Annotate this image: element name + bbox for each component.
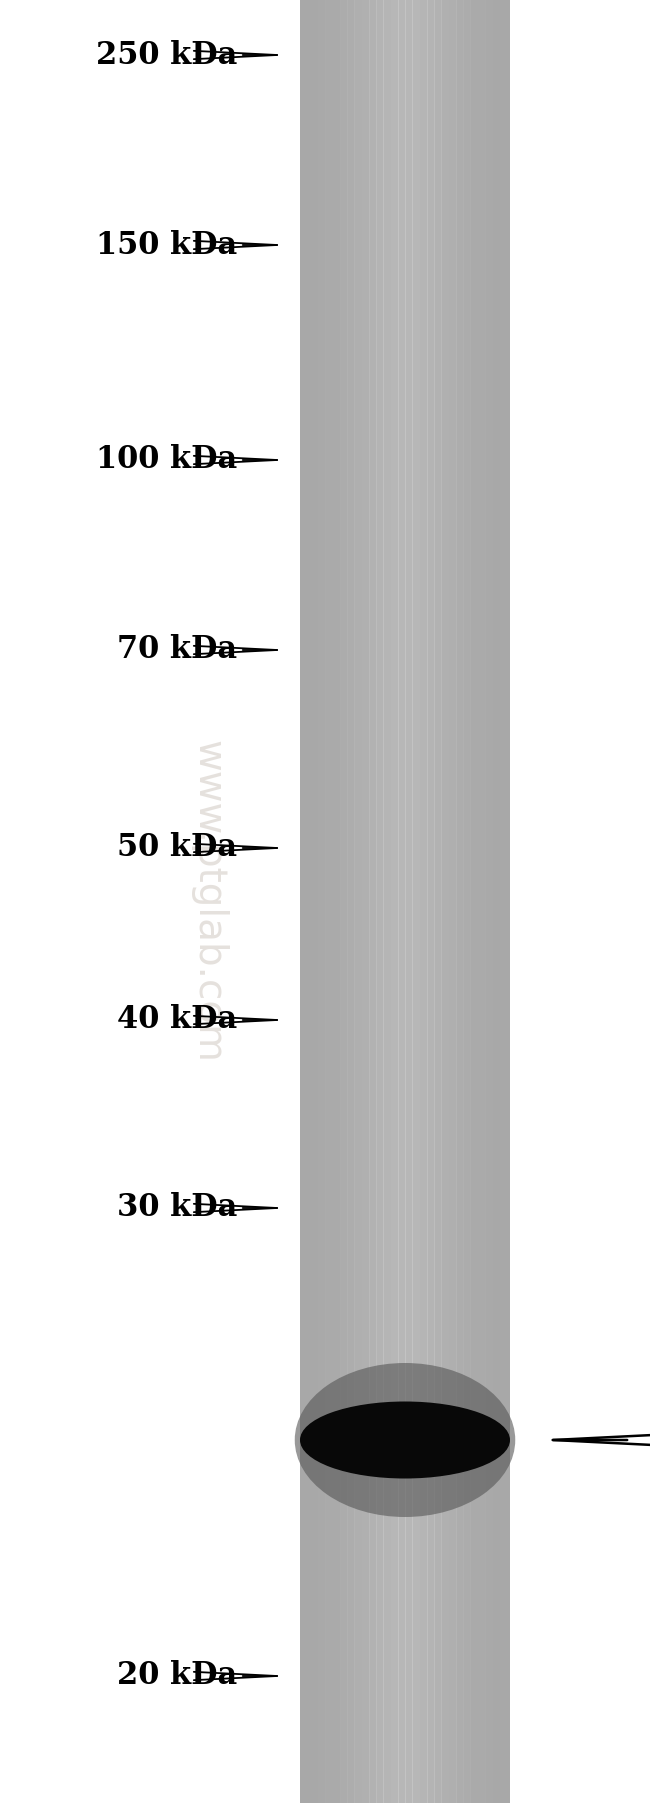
Ellipse shape (294, 1363, 515, 1516)
Bar (485, 0, 493, 1803)
Text: 150 kDa: 150 kDa (96, 229, 237, 260)
Bar (369, 0, 377, 1803)
Bar (311, 0, 319, 1803)
Text: 50 kDa: 50 kDa (117, 833, 237, 864)
Bar (506, 0, 515, 1803)
Bar (304, 0, 312, 1803)
Ellipse shape (300, 1401, 510, 1478)
Bar (347, 0, 355, 1803)
Bar (300, 0, 510, 1803)
Bar (340, 0, 348, 1803)
Bar (463, 0, 471, 1803)
Text: 40 kDa: 40 kDa (117, 1004, 237, 1035)
Bar (448, 0, 456, 1803)
Bar (456, 0, 464, 1803)
Bar (499, 0, 507, 1803)
Bar (398, 0, 406, 1803)
Text: 70 kDa: 70 kDa (117, 635, 237, 665)
Bar (412, 0, 421, 1803)
Bar (478, 0, 486, 1803)
Text: 20 kDa: 20 kDa (117, 1661, 237, 1691)
Bar (296, 0, 304, 1803)
Text: 250 kDa: 250 kDa (96, 40, 237, 70)
Bar (434, 0, 442, 1803)
Bar (471, 0, 478, 1803)
Bar (376, 0, 384, 1803)
Bar (333, 0, 341, 1803)
Bar (361, 0, 370, 1803)
Bar (354, 0, 363, 1803)
Text: 100 kDa: 100 kDa (96, 445, 237, 476)
Bar (420, 0, 428, 1803)
Bar (405, 0, 413, 1803)
Bar (391, 0, 398, 1803)
Bar (441, 0, 449, 1803)
Bar (384, 0, 391, 1803)
Bar (492, 0, 500, 1803)
Bar (318, 0, 326, 1803)
Text: www.ptglab.com: www.ptglab.com (189, 739, 227, 1064)
Text: 30 kDa: 30 kDa (116, 1192, 237, 1224)
Bar (326, 0, 333, 1803)
Bar (427, 0, 435, 1803)
